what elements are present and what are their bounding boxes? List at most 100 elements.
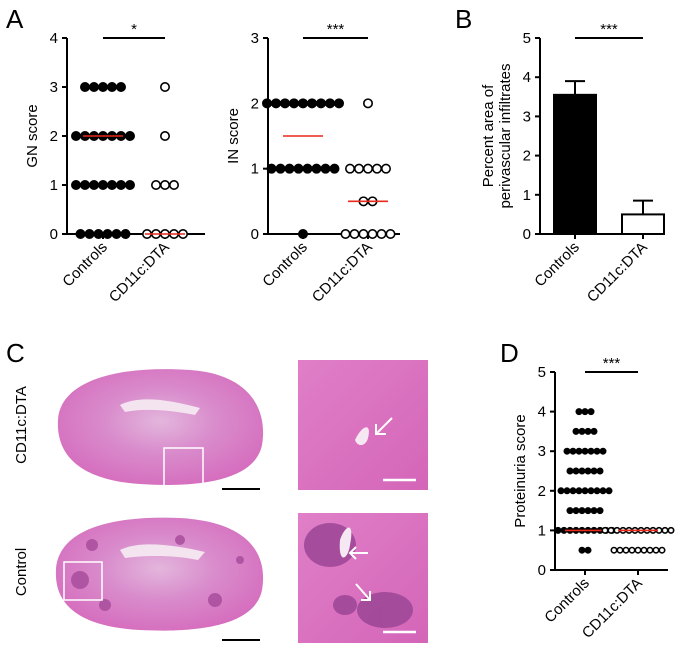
- data-point: [616, 546, 624, 554]
- data-point: [593, 447, 601, 455]
- data-point: [610, 546, 618, 554]
- data-point: [557, 487, 565, 495]
- data-point: [622, 546, 630, 554]
- data-point: [607, 526, 615, 534]
- data-point: [578, 467, 586, 475]
- x-tick-label: CD11c:DTA: [309, 239, 376, 306]
- data-point: [646, 546, 654, 554]
- data-point: [160, 131, 171, 142]
- data-point: [590, 467, 598, 475]
- data-point: [587, 447, 595, 455]
- data-point: [575, 487, 583, 495]
- data-point: [362, 98, 373, 109]
- data-point: [297, 98, 308, 109]
- y-tick-label: 1: [538, 522, 546, 539]
- data-point: [590, 427, 598, 435]
- data-point: [98, 82, 109, 93]
- data-point: [75, 229, 86, 240]
- data-point: [125, 131, 136, 142]
- data-point: [102, 229, 113, 240]
- y-tick-label: 5: [523, 30, 531, 47]
- data-point: [605, 487, 613, 495]
- data-point: [125, 180, 136, 191]
- data-point: [628, 546, 636, 554]
- vessel: [355, 427, 369, 446]
- arrow: [348, 546, 357, 560]
- data-point: [380, 163, 391, 174]
- arrow: [355, 583, 371, 601]
- data-point: [160, 180, 171, 191]
- data-point: [302, 163, 313, 174]
- data-point: [590, 507, 598, 515]
- data-point: [284, 163, 295, 174]
- data-point: [569, 447, 577, 455]
- data-point: [288, 98, 299, 109]
- data-point: [371, 163, 382, 174]
- data-point: [116, 180, 127, 191]
- data-point: [358, 229, 369, 240]
- significance-label: ***: [327, 21, 345, 38]
- data-point: [344, 163, 355, 174]
- data-point: [340, 229, 351, 240]
- data-point: [160, 82, 171, 93]
- data-point: [581, 408, 589, 416]
- y-tick-label: 3: [251, 30, 259, 47]
- y-tick-label: 5: [538, 364, 546, 381]
- data-point: [324, 98, 335, 109]
- panel-label: C: [6, 338, 25, 368]
- kidney-pelvis: [120, 399, 200, 415]
- data-point: [266, 163, 277, 174]
- y-tick-label: 2: [538, 483, 546, 500]
- data-point: [107, 180, 118, 191]
- data-point: [652, 546, 660, 554]
- inset-image: [298, 360, 428, 490]
- kidney-section: [55, 517, 264, 631]
- data-point: [578, 427, 586, 435]
- data-point: [575, 408, 583, 416]
- data-point: [572, 467, 580, 475]
- data-point: [80, 180, 91, 191]
- panel-label: B: [455, 4, 472, 34]
- data-point: [385, 229, 396, 240]
- data-point: [587, 487, 595, 495]
- data-point: [98, 180, 109, 191]
- y-tick-label: 2: [50, 128, 58, 145]
- data-point: [658, 546, 666, 554]
- panel-label: D: [500, 338, 519, 368]
- y-tick-label: 4: [538, 404, 546, 421]
- data-point: [584, 507, 592, 515]
- data-point: [596, 467, 604, 475]
- y-axis-label: perivascular infiltrates: [497, 63, 514, 208]
- data-point: [572, 427, 580, 435]
- inset-box: [163, 447, 204, 487]
- y-tick-label: 1: [251, 161, 259, 178]
- data-point: [120, 229, 131, 240]
- data-point: [111, 229, 122, 240]
- y-tick-label: 1: [50, 177, 58, 194]
- y-tick-label: 1: [523, 187, 531, 204]
- row-label: CD11c:DTA: [13, 386, 30, 464]
- vessel: [339, 527, 352, 558]
- data-point: [84, 229, 95, 240]
- y-tick-label: 3: [523, 108, 531, 125]
- data-point: [563, 487, 571, 495]
- data-point: [584, 427, 592, 435]
- inset-box: [63, 561, 103, 601]
- data-point: [581, 447, 589, 455]
- data-point: [89, 82, 100, 93]
- data-point: [329, 163, 340, 174]
- y-tick-label: 2: [251, 95, 259, 112]
- significance-label: ***: [600, 21, 618, 38]
- x-tick-label: Controls: [59, 239, 111, 291]
- data-point: [661, 526, 669, 534]
- data-point: [169, 180, 180, 191]
- y-tick-label: 4: [523, 69, 531, 86]
- data-point: [563, 447, 571, 455]
- data-point: [261, 98, 272, 109]
- arrow: [361, 591, 371, 601]
- data-point: [599, 487, 607, 495]
- y-axis-label: GN score: [24, 104, 41, 167]
- data-point: [554, 526, 562, 534]
- bar: [553, 93, 597, 235]
